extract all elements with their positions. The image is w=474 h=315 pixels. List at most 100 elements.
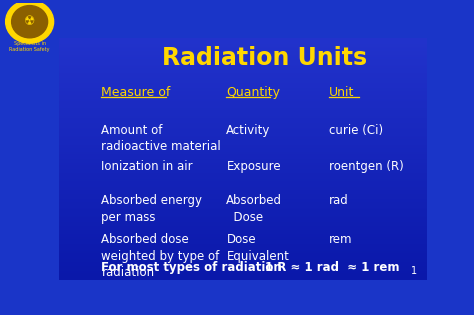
Bar (59, 54, 427, 55)
Bar (59, 226, 427, 227)
Bar (59, 194, 427, 195)
Bar (59, 271, 427, 272)
Bar (59, 220, 427, 221)
Circle shape (12, 6, 47, 38)
Bar (59, 52, 427, 54)
Bar (59, 145, 427, 146)
Bar (59, 176, 427, 177)
Bar (59, 158, 427, 159)
Text: 1: 1 (411, 266, 418, 276)
Bar (59, 255, 427, 256)
Bar (59, 130, 427, 131)
Bar (59, 195, 427, 197)
Bar (59, 223, 427, 225)
Bar (59, 89, 427, 90)
Bar (59, 122, 427, 123)
Bar (59, 157, 427, 158)
Bar (59, 179, 427, 180)
Bar (59, 227, 427, 228)
Bar (59, 72, 427, 73)
Bar (59, 114, 427, 115)
Bar (59, 186, 427, 187)
Bar (59, 153, 427, 154)
Bar (59, 209, 427, 210)
Bar (59, 112, 427, 113)
Bar (59, 102, 427, 103)
Bar (59, 108, 427, 109)
Bar (59, 149, 427, 151)
Bar (59, 40, 427, 42)
Bar (59, 205, 427, 206)
Bar (59, 80, 427, 82)
Bar (59, 251, 427, 252)
Bar (59, 165, 427, 166)
Bar (59, 83, 427, 84)
Bar (59, 277, 427, 278)
Bar (59, 50, 427, 51)
Bar (59, 252, 427, 254)
Bar (59, 199, 427, 200)
Bar (59, 106, 427, 107)
Bar (59, 263, 427, 265)
Bar (59, 228, 427, 229)
Bar (59, 162, 427, 163)
Bar (59, 117, 427, 118)
Bar (59, 94, 427, 95)
Bar (59, 238, 427, 239)
Bar (59, 216, 427, 217)
Bar (59, 203, 427, 204)
Bar (59, 237, 427, 238)
Bar (59, 135, 427, 136)
Text: Specialists in
Radiation Safety: Specialists in Radiation Safety (9, 41, 50, 52)
Bar (59, 91, 427, 92)
Bar (59, 120, 427, 122)
Bar (59, 177, 427, 179)
Bar (59, 189, 427, 191)
Bar (59, 124, 427, 125)
Circle shape (6, 0, 54, 43)
Text: For most types of radiation: For most types of radiation (101, 261, 282, 273)
Bar (59, 279, 427, 280)
Bar (59, 243, 427, 244)
Bar (59, 58, 427, 60)
Bar (59, 180, 427, 181)
Bar (59, 125, 427, 126)
Bar (59, 77, 427, 78)
Text: Activity: Activity (227, 124, 271, 137)
Bar (59, 256, 427, 257)
Bar (59, 202, 427, 203)
Bar (59, 244, 427, 245)
Bar (59, 262, 427, 263)
Bar (59, 132, 427, 134)
Bar (59, 160, 427, 162)
Bar (59, 274, 427, 276)
Bar (59, 215, 427, 216)
Bar (59, 204, 427, 205)
Bar (59, 212, 427, 214)
Bar (59, 198, 427, 199)
Bar (59, 248, 427, 249)
Bar (59, 101, 427, 102)
Bar (59, 272, 427, 273)
Bar (59, 254, 427, 255)
Bar (59, 197, 427, 198)
Bar (59, 38, 427, 39)
Bar (59, 107, 427, 108)
Bar (59, 170, 427, 171)
Bar (59, 137, 427, 139)
Text: Ionization in air: Ionization in air (101, 160, 193, 173)
Text: Measure of: Measure of (101, 86, 171, 99)
Bar (59, 225, 427, 226)
Bar (59, 191, 427, 192)
Bar (59, 175, 427, 176)
Bar (59, 60, 427, 61)
Bar (59, 267, 427, 268)
Bar (59, 71, 427, 72)
Bar (59, 142, 427, 143)
Bar (59, 69, 427, 71)
Text: roentgen (R): roentgen (R) (329, 160, 404, 173)
Bar (59, 44, 427, 45)
Bar (59, 79, 427, 80)
Bar (59, 187, 427, 188)
Bar (59, 118, 427, 119)
